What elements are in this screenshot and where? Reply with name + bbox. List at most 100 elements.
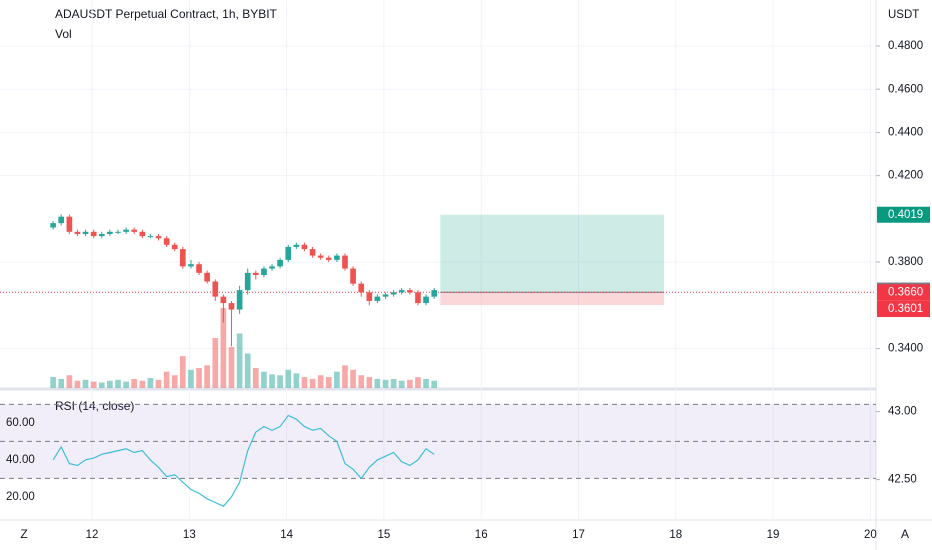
candle-body [309, 249, 316, 256]
volume-bar [358, 375, 365, 388]
candle-body [277, 259, 283, 267]
y-tick-label: 0.4400 [888, 126, 923, 138]
candle-body [220, 296, 227, 304]
candle-body [90, 231, 97, 237]
x-tick-label: 16 [475, 529, 488, 541]
candle-body [74, 231, 81, 234]
volume-bar [277, 375, 283, 388]
volume-bar [366, 377, 373, 388]
stop-label-box [877, 301, 930, 318]
volume-bar [317, 375, 324, 388]
rsi-band-fill [0, 404, 876, 479]
volume-bar [342, 365, 348, 388]
volume-bar [407, 379, 413, 388]
price-pane [0, 0, 876, 520]
y2-tick-label: 42.50 [888, 474, 917, 486]
candle-body [82, 231, 89, 234]
volume-bar [90, 381, 97, 388]
candle-body [163, 238, 170, 245]
volume-bar [285, 369, 292, 388]
volume-bar [179, 356, 186, 388]
volume-bar [220, 308, 227, 388]
volume-bar [82, 379, 89, 388]
volume-bar [163, 371, 170, 388]
x-tick-label: 20 [864, 529, 877, 541]
volume-bar [261, 371, 267, 388]
volume-bar [228, 347, 235, 388]
candle-body [325, 257, 332, 260]
volume-bar [171, 375, 178, 388]
candle-body [196, 264, 202, 273]
volume-bar [212, 338, 219, 388]
candle-body [188, 264, 194, 267]
x-tick-label: 14 [280, 529, 293, 541]
zoom-button[interactable]: Z [20, 527, 27, 541]
candle-body [431, 290, 438, 297]
volume-bar [236, 333, 243, 388]
volume-bar [244, 353, 251, 388]
candle-body [244, 272, 251, 291]
x-tick-label: 12 [86, 529, 99, 541]
candle-body [350, 268, 356, 284]
y-tick-label: 0.4600 [888, 83, 923, 95]
candle-body [155, 236, 162, 239]
volume-bar [58, 378, 65, 388]
volume-bar [50, 377, 56, 388]
x-tick-label: 17 [572, 529, 585, 541]
volume-bar [123, 381, 129, 388]
target-label: 0.4019 [888, 209, 923, 221]
candle-body [390, 292, 397, 295]
candle-body [398, 290, 405, 293]
candle-body [374, 296, 381, 301]
rsi-title: RSI (14, close) [55, 399, 134, 413]
candle-body [139, 231, 146, 237]
volume-bar [66, 375, 73, 388]
candle-body [228, 303, 235, 310]
candle-body [358, 283, 365, 293]
y-tick-label: 0.3400 [888, 342, 923, 354]
volume-bar [204, 365, 210, 388]
candle-body [334, 255, 340, 260]
volume-bar [431, 380, 438, 388]
volume-bar [325, 377, 332, 388]
volume-bar [115, 379, 121, 388]
entry-label-box [877, 284, 930, 301]
x-tick-label: 13 [183, 529, 196, 541]
volume-bar [155, 379, 162, 388]
candle-body [107, 231, 113, 234]
y-tick-label: 0.4200 [888, 170, 923, 182]
rsi-tick-label: 60.00 [6, 417, 35, 429]
candle-body [301, 244, 308, 250]
rsi-tick-label: 40.00 [6, 454, 35, 466]
volume-bar [139, 380, 146, 388]
volume-bar [269, 374, 275, 388]
rsi-line [52, 414, 435, 507]
entry-label: 0.3660 [888, 286, 923, 298]
candle-body [236, 290, 243, 310]
auto-scale-button[interactable]: A [901, 527, 909, 541]
candle-body [98, 233, 105, 237]
volume-bar [196, 368, 202, 388]
volume-bar [423, 378, 429, 388]
volume-bar [293, 373, 300, 388]
candle-body [261, 268, 267, 276]
candle-body [66, 216, 73, 232]
candle-body [212, 281, 219, 297]
y-tick-label: 0.3800 [888, 256, 923, 268]
candle-body [115, 231, 121, 233]
volume-bar [188, 369, 194, 388]
profit-zone [440, 214, 665, 293]
candle-body [147, 236, 154, 238]
target-label-box [877, 206, 930, 223]
volume-bar [98, 382, 105, 388]
y-tick-label: 0.4800 [888, 40, 923, 52]
candle-body [415, 292, 421, 304]
candle-body [407, 290, 413, 293]
chart-title: ADAUSDT Perpetual Contract, 1h, BYBIT [55, 7, 278, 21]
candle-body [293, 244, 300, 247]
candle-body [123, 229, 129, 232]
candle-body [179, 249, 186, 267]
y2-tick-label: 43.00 [888, 406, 917, 418]
candle-body [342, 255, 348, 269]
